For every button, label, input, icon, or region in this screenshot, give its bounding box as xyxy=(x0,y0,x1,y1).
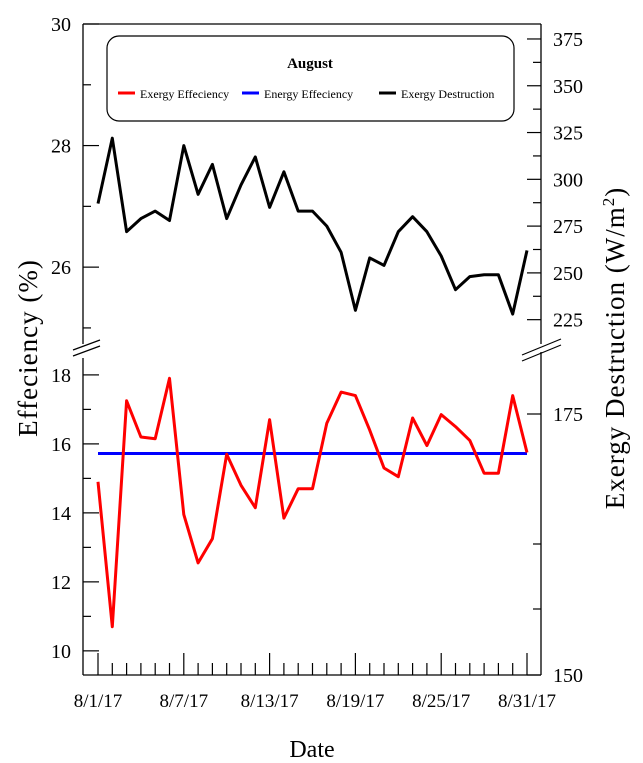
left-tick-label: 28 xyxy=(51,136,71,158)
right-tick-label: 175 xyxy=(553,404,583,426)
legend-label: Exergy Effeciency xyxy=(140,87,229,101)
left-break-mark xyxy=(72,339,101,351)
right-tick-label: 225 xyxy=(553,310,583,332)
left-break-mark xyxy=(72,345,101,357)
right-tick-label: 275 xyxy=(553,216,583,238)
right-tick-label: 325 xyxy=(553,123,583,145)
right-tick-label: 150 xyxy=(553,665,583,687)
legend-label: Exergy Destruction xyxy=(401,87,494,101)
legend-title: August xyxy=(287,56,333,72)
y-axis-right-title-close: ) xyxy=(600,187,630,197)
ticks xyxy=(83,23,541,676)
right-tick-label: 250 xyxy=(553,263,583,285)
y-axis-right-title: Exergy Destruction (W/m2) xyxy=(599,187,630,509)
x-tick-label: 8/19/17 xyxy=(326,691,384,712)
right-tick-label: 350 xyxy=(553,76,583,98)
tick-labels: 8/1/17 8/7/17 8/13/17 8/19/17 8/25/17 8/31/17… xyxy=(51,14,583,712)
x-tick-label: 8/1/17 xyxy=(74,691,123,712)
exergy-destruction-line xyxy=(96,136,529,316)
series xyxy=(96,136,529,629)
left-tick-label: 16 xyxy=(51,434,71,456)
left-tick-label: 18 xyxy=(51,365,71,387)
left-tick-label: 30 xyxy=(51,14,71,36)
axis-break-marks xyxy=(72,338,562,362)
legend-box xyxy=(106,35,515,122)
left-tick-label: 26 xyxy=(51,257,71,279)
x-tick-label: 8/13/17 xyxy=(241,691,299,712)
x-tick-label: 8/25/17 xyxy=(412,691,470,712)
right-break-mark xyxy=(521,344,562,362)
left-tick-label: 10 xyxy=(51,641,71,663)
y-axis-left-title: Effeciency (%) xyxy=(13,259,43,437)
legend-items: Exergy Effeciency Energy Effeciency Exergy… xyxy=(118,87,494,101)
exergy-effeciency-line xyxy=(96,376,529,629)
x-tick-label: 8/7/17 xyxy=(160,691,209,712)
x-tick-label: 8/31/17 xyxy=(498,691,556,712)
x-axis-title: Date xyxy=(289,737,334,763)
left-tick-label: 14 xyxy=(51,503,71,525)
y-axis-right-title-superscript: 2 xyxy=(599,197,618,207)
legend: August Exergy Effeciency Energy Effecienc… xyxy=(106,35,515,122)
y-axis-right-title-main: Exergy Destruction (W/m xyxy=(600,206,630,509)
right-tick-label: 300 xyxy=(553,169,583,191)
right-tick-label: 375 xyxy=(553,29,583,51)
left-tick-label: 12 xyxy=(51,572,71,594)
legend-label: Energy Effeciency xyxy=(264,87,353,101)
right-break-mark xyxy=(521,338,562,356)
axes-frame xyxy=(82,23,542,676)
